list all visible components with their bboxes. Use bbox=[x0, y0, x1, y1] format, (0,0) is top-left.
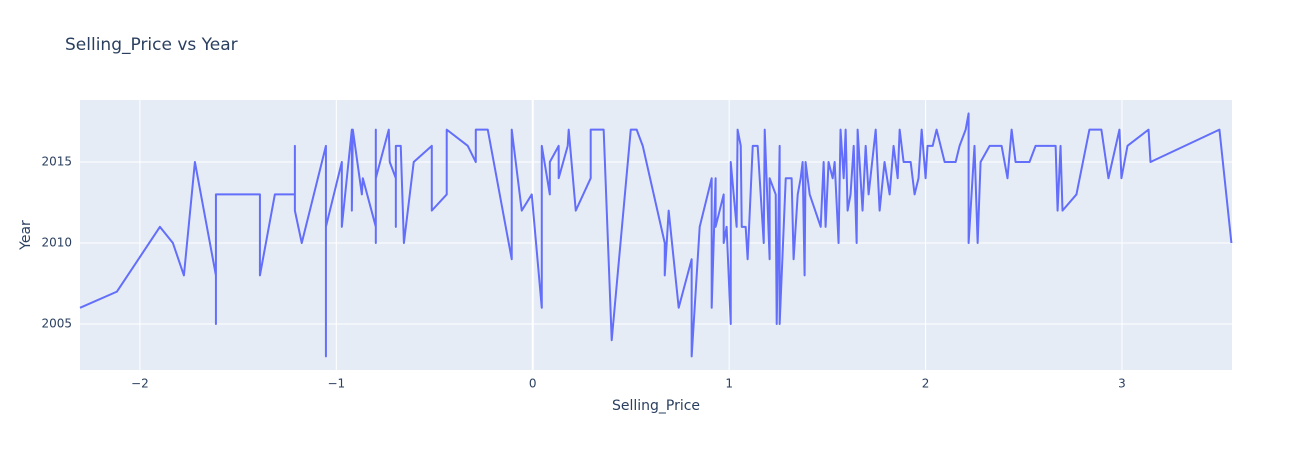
data-line bbox=[79, 112, 1233, 358]
x-tick-label: −1 bbox=[327, 377, 345, 391]
x-axis-title: Selling_Price bbox=[612, 398, 700, 414]
marks bbox=[79, 112, 1233, 358]
grid bbox=[80, 100, 1232, 370]
y-tick-label: 2010 bbox=[41, 236, 72, 250]
x-tick-label: 3 bbox=[1118, 377, 1126, 391]
x-tick-label: 0 bbox=[529, 377, 537, 391]
x-tick-label: 2 bbox=[922, 377, 930, 391]
y-tick-label: 2005 bbox=[41, 317, 72, 331]
chart-title: Selling_Price vs Year bbox=[65, 35, 238, 55]
x-tick-label: 1 bbox=[725, 377, 733, 391]
plot-area bbox=[80, 100, 1232, 370]
x-tick-label: −2 bbox=[131, 377, 149, 391]
y-tick-label: 2015 bbox=[41, 155, 72, 169]
y-axis-title: Year bbox=[18, 220, 34, 251]
